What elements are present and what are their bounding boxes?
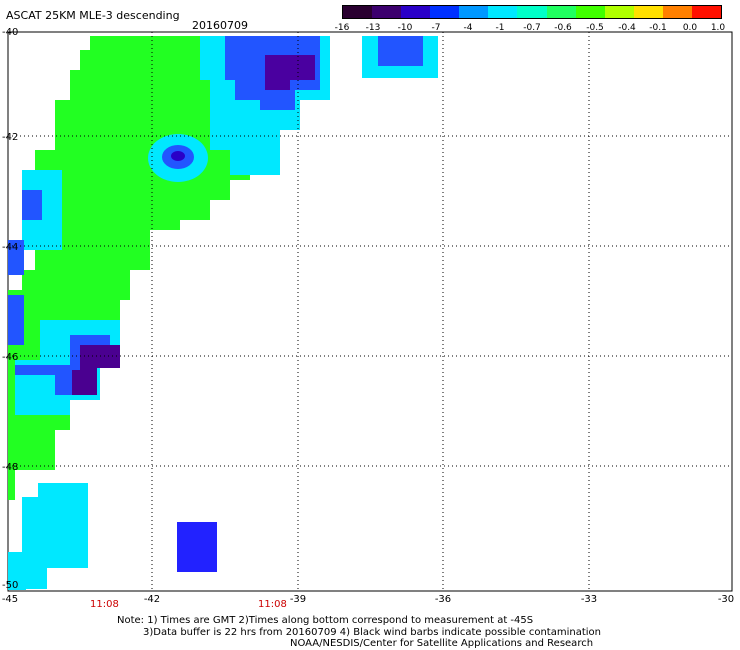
colorbar [342,5,722,19]
colorbar-label: 1.0 [710,23,726,33]
swath-bottom-blue [177,522,217,572]
colorbar-label: -0.4 [618,23,636,33]
time-label: 11:08 [258,599,287,610]
lon-tick-label: -39 [290,594,306,605]
colorbar-label: -10 [397,23,413,33]
colorbar-segment [401,6,431,18]
swath-purple-region [265,55,315,90]
lat-tick-label: -40 [2,27,18,38]
colorbar-segment [488,6,518,18]
lat-tick-label: -42 [2,132,18,143]
colorbar-label: -0.1 [649,23,667,33]
lon-tick-label: -45 [2,594,18,605]
colorbar-segment [459,6,489,18]
colorbar-label: -4 [463,23,473,33]
swath-bottom-cyan-2 [22,497,47,589]
note-line-1: Note: 1) Times are GMT 2)Times along bot… [117,615,534,626]
note-line-3: NOAA/NESDIS/Center for Satellite Applica… [290,638,594,649]
lon-tick-label: -36 [435,594,451,605]
colorbar-segment [662,6,692,18]
colorbar-label: -1 [495,23,505,33]
colorbar-label: -0.6 [554,23,572,33]
lon-tick-label: -42 [144,594,160,605]
lat-tick-label: -48 [2,462,18,473]
lat-tick-label: -46 [2,352,18,363]
colorbar-segment [430,6,460,18]
colorbar-label: 0.0 [682,23,698,33]
swath-left-blue-1 [22,190,42,220]
swath-lower-purple [72,345,120,395]
map-date: 20160709 [192,19,248,32]
swath-topright-blue [378,36,423,66]
note-line-2: 3)Data buffer is 22 hrs from 20160709 4)… [143,627,601,638]
colorbar-segment [575,6,605,18]
colorbar-label: -0.5 [586,23,604,33]
colorbar-segment [633,6,663,18]
colorbar-label: -0.7 [523,23,541,33]
lon-tick-label: -33 [581,594,597,605]
wind-swath [8,36,438,590]
colorbar-label: -13 [365,23,381,33]
lon-tick-label: -30 [718,594,734,605]
swath-left-blue-3 [8,295,24,345]
colorbar-segment [604,6,634,18]
colorbar-segment [343,6,373,18]
lat-tick-label: -50 [2,580,18,591]
swath-bottom-cyan-3 [8,552,26,590]
time-label: 11:08 [90,599,119,610]
low-pressure-center [171,151,185,161]
grid [8,32,732,591]
colorbar-segment [546,6,576,18]
colorbar-segment [691,6,722,18]
swath-left-blue-2 [8,240,24,275]
colorbar-label: -7 [431,23,441,33]
map-title: ASCAT 25KM MLE-3 descending [6,9,180,22]
colorbar-segment [372,6,402,18]
colorbar-label: -16 [334,23,350,33]
colorbar-segment [517,6,547,18]
lat-tick-label: -44 [2,242,18,253]
colorbar-labels: -16 -13 -10 -7 -4 -1 -0.7 -0.6 -0.5 -0.4… [335,23,726,35]
